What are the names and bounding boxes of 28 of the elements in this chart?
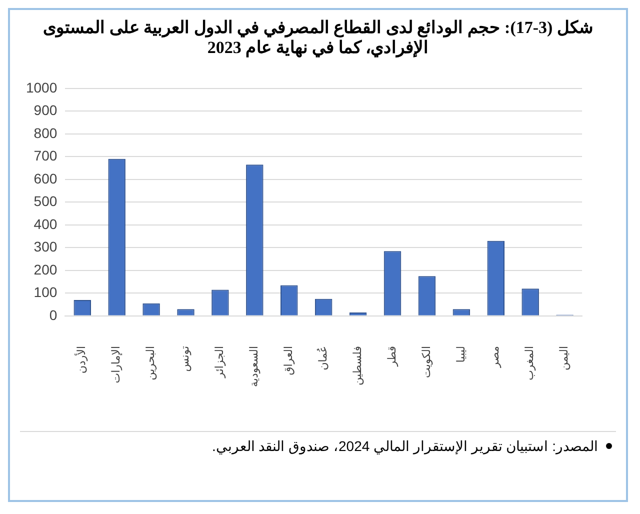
y-tick-label: 300 xyxy=(34,238,58,255)
x-tick-label: اليمن xyxy=(558,346,571,370)
x-tick-label: مصر xyxy=(488,346,502,368)
y-tick-label: 500 xyxy=(34,193,58,210)
y-tick-label: 700 xyxy=(34,148,58,164)
y-tick-label: 400 xyxy=(34,216,58,232)
x-tick-label: الجزائر xyxy=(213,346,226,379)
chart-title: شكل (3-17): حجم الودائع لدى القطاع المصرفي في الدول العربية على المستوى الإفرادي، كما في نهاية عام 2023 xyxy=(42,17,594,58)
y-tick-label: 900 xyxy=(34,102,58,118)
x-tick-label: العراق xyxy=(282,346,295,376)
y-tick-label: 600 xyxy=(34,170,58,186)
x-tick-label: الأردن xyxy=(74,346,88,374)
x-tick-label: ليبيا xyxy=(454,346,468,363)
x-tick-label: عُمان xyxy=(316,346,330,370)
y-tick-label: 200 xyxy=(34,261,58,278)
text: المصدر: استبيان تقرير الإستقرار المالي 2024، صندوق النقد العربي. xyxy=(212,438,598,454)
x-tick-label: البحرين xyxy=(144,346,158,380)
x-tick-label: الكويت xyxy=(420,346,433,378)
y-tick-label: 1000 xyxy=(26,79,58,96)
x-tick-label: المغرب xyxy=(523,346,536,380)
x-tick-label: فلسطين xyxy=(350,346,364,386)
x-tick-label: تونس xyxy=(178,346,192,372)
x-tick-label: الإمارات xyxy=(110,346,123,384)
y-tick-label: 800 xyxy=(34,124,58,141)
x-tick-label: قطر xyxy=(385,346,398,368)
y-tick-label: 100 xyxy=(34,284,58,300)
x-tick-label: السعودية xyxy=(248,346,261,388)
y-tick-label: 0 xyxy=(49,306,58,323)
